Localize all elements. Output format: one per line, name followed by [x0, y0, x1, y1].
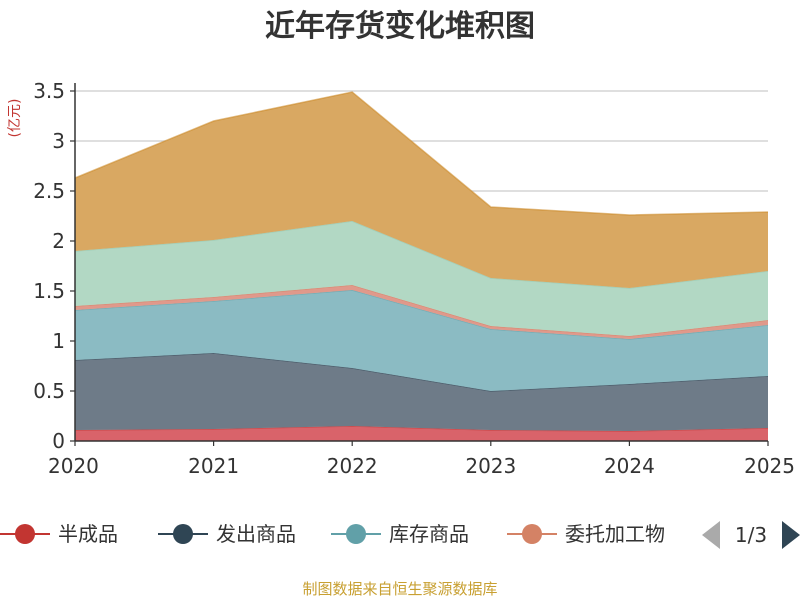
y-tick-labels: 0 0.5 1 1.5 2 2.5 3 3.5	[33, 79, 65, 453]
x-tick-labels: 2020 2021 2022 2023 2024 2025	[48, 454, 795, 478]
area-半成品	[75, 426, 768, 441]
legend-label: 库存商品	[389, 522, 469, 546]
legend-label: 发出商品	[216, 522, 296, 546]
chart-title: 近年存货变化堆积图	[265, 9, 535, 44]
y-tick-label: 2	[52, 229, 65, 253]
x-tick-label: 2023	[465, 454, 516, 478]
legend-marker	[173, 524, 193, 544]
area-库存商品	[75, 290, 768, 391]
legend-item[interactable]: 委托加工物	[507, 522, 665, 546]
y-tick-label: 3	[52, 129, 65, 153]
legend-page-indicator: 1/3	[735, 523, 767, 547]
x-tick-label: 2022	[327, 454, 378, 478]
y-tick-label: 1	[52, 329, 65, 353]
x-tick-label: 2021	[188, 454, 239, 478]
area-其他	[75, 92, 768, 288]
area-series	[74, 91, 769, 441]
area-发出商品	[75, 353, 768, 431]
x-tick-label: 2024	[604, 454, 655, 478]
y-tick-label: 0.5	[33, 379, 65, 403]
legend-prev-icon[interactable]	[702, 521, 720, 549]
legend-marker	[346, 524, 366, 544]
legend: 半成品 发出商品 库存商品 委托加工物	[0, 522, 665, 546]
area-原材料	[75, 221, 768, 336]
x-tick-label: 2025	[744, 454, 795, 478]
y-axis-unit: (亿元)	[7, 99, 23, 138]
y-tick-label: 1.5	[33, 279, 65, 303]
y-tick-label: 2.5	[33, 179, 65, 203]
x-tick-label: 2020	[48, 454, 99, 478]
legend-label: 半成品	[58, 522, 118, 546]
legend-label: 委托加工物	[565, 522, 665, 546]
legend-item[interactable]: 发出商品	[158, 522, 296, 546]
legend-marker	[522, 524, 542, 544]
axes	[70, 83, 769, 446]
legend-marker	[15, 524, 35, 544]
legend-next-icon[interactable]	[782, 521, 800, 549]
legend-pager: 1/3	[702, 521, 800, 549]
legend-item[interactable]: 半成品	[0, 522, 118, 546]
data-source-note: 制图数据来自恒生聚源数据库	[302, 580, 497, 598]
y-tick-label: 0	[52, 429, 65, 453]
legend-item[interactable]: 库存商品	[331, 522, 469, 546]
series-line	[74, 91, 769, 216]
y-tick-label: 3.5	[33, 79, 65, 103]
